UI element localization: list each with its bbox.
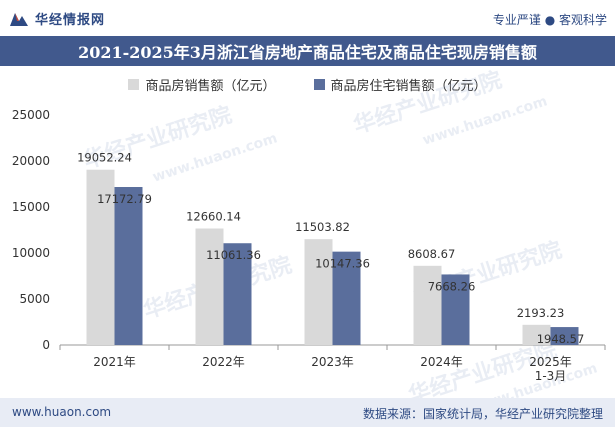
- data-label-series-1: 2193.23: [517, 306, 565, 320]
- y-tick-label: 15000: [12, 200, 50, 214]
- top-bar: 华经情报网 专业严谨 ● 客观科学: [0, 0, 615, 36]
- data-label-series-2: 10147.36: [315, 257, 370, 271]
- x-tick-label: 1-3月: [535, 369, 567, 383]
- brand-name: 华经情报网: [35, 13, 106, 28]
- data-label-series-2: 17172.79: [97, 192, 152, 206]
- data-label-series-2: 11061.36: [206, 248, 261, 262]
- bar-series-1: [195, 228, 224, 345]
- y-tick-label: 25000: [12, 108, 50, 122]
- slogan: 专业严谨 ● 客观科学: [492, 13, 607, 27]
- bar-chart: 0 5000 10000 15000 20000 25000 19052.24 17172.7…: [12, 108, 606, 383]
- bar-series-1: [304, 239, 333, 345]
- bar-series-1: [522, 324, 551, 345]
- chart-legend: 商品房销售额（亿元） 商品房住宅销售额（亿元）: [0, 74, 615, 94]
- bar-series-2: [332, 251, 361, 345]
- bar-series-1: [86, 169, 115, 345]
- data-label-series-1: 11503.82: [295, 220, 350, 234]
- data-label-series-2: 7668.26: [428, 279, 476, 293]
- y-tick-label: 5000: [19, 292, 50, 306]
- legend-label-series-2: 商品房住宅销售额（亿元）: [330, 78, 487, 94]
- bar-series-2: [441, 274, 470, 345]
- bar-series-1: [413, 265, 442, 345]
- data-source: 数据来源：国家统计局，华经产业研究院整理: [362, 407, 603, 421]
- x-tick-label: 2024年: [420, 355, 463, 369]
- legend-item-series-1: 商品房销售额（亿元）: [128, 75, 276, 94]
- y-tick-label: 10000: [12, 246, 50, 260]
- huajing-logo-icon: [10, 12, 28, 26]
- bar-series-2: [550, 327, 579, 345]
- data-label-series-1: 12660.14: [186, 210, 241, 224]
- legend-swatch-series-2: [313, 78, 325, 90]
- x-tick-label: 2021年: [93, 355, 136, 369]
- legend-item-series-2: 商品房住宅销售额（亿元）: [313, 75, 487, 94]
- data-label-series-1: 19052.24: [77, 151, 132, 165]
- footer: www.huaon.com 数据来源：国家统计局，华经产业研究院整理: [0, 398, 615, 427]
- x-tick-label: 2023年: [311, 355, 354, 369]
- x-tick-label: 2025年: [529, 355, 572, 369]
- legend-swatch-series-1: [128, 78, 140, 90]
- title-bar: 2021-2025年3月浙江省房地产商品住宅及商品住宅现房销售额: [0, 36, 615, 66]
- data-label-series-2: 1948.57: [537, 332, 585, 346]
- bar-series-2: [223, 243, 252, 345]
- y-tick-label: 20000: [12, 154, 50, 168]
- footer-url[interactable]: www.huaon.com: [12, 405, 112, 419]
- x-tick-label: 2022年: [202, 355, 245, 369]
- data-label-series-1: 8608.67: [408, 247, 456, 261]
- y-tick-label: 0: [42, 338, 50, 352]
- bar-series-2: [114, 187, 143, 345]
- legend-label-series-1: 商品房销售额（亿元）: [145, 78, 276, 94]
- brand-logo: 华经情报网: [8, 9, 105, 28]
- chart-title: 2021-2025年3月浙江省房地产商品住宅及商品住宅现房销售额: [78, 43, 537, 62]
